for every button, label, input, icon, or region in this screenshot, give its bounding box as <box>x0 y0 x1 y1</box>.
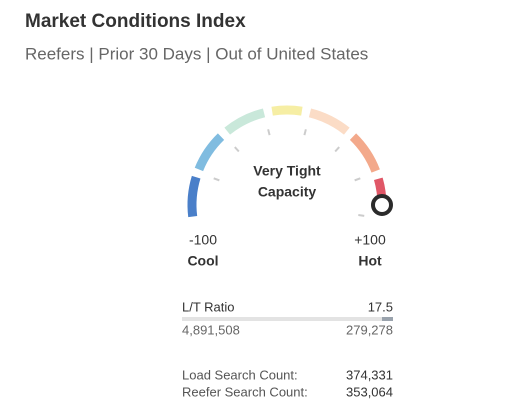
gauge <box>187 105 393 218</box>
count-value: 374,331 <box>346 367 393 382</box>
gauge-tick <box>213 177 220 182</box>
gauge-tick <box>267 129 271 136</box>
gauge-segment <box>187 175 201 218</box>
gauge-min: -100 <box>189 232 217 248</box>
gauge-segment <box>271 105 303 116</box>
ratio-label: L/T Ratio <box>182 299 235 314</box>
title: Market Conditions Index <box>25 11 246 32</box>
count-label: Load Search Count: <box>182 367 298 382</box>
gauge-segment <box>308 108 350 135</box>
gauge-tick <box>354 177 361 182</box>
trucks: 279,278 <box>346 322 393 337</box>
gauge-marker <box>371 194 393 216</box>
gauge-max-name: Hot <box>358 253 382 269</box>
ratio-bar-fill <box>382 317 393 321</box>
gauge-tick <box>234 146 240 153</box>
gauge-segment <box>194 133 225 172</box>
ratio-bar <box>182 317 393 321</box>
loads: 4,891,508 <box>182 322 240 337</box>
ratio-value: 17.5 <box>368 299 393 314</box>
subtitle: Reefers | Prior 30 Days | Out of United … <box>25 44 368 63</box>
status: Capacity <box>258 184 317 200</box>
gauge-min-name: Cool <box>187 253 218 269</box>
status: Very Tight <box>253 163 321 179</box>
gauge-segment <box>349 133 380 173</box>
gauge-tick <box>303 129 307 136</box>
count-label: Reefer Search Count: <box>182 384 308 399</box>
count-value: 353,064 <box>346 384 393 399</box>
gauge-tick <box>358 214 365 217</box>
gauge-max: +100 <box>354 232 386 248</box>
gauge-tick <box>334 146 340 153</box>
gauge-segment <box>224 108 266 135</box>
